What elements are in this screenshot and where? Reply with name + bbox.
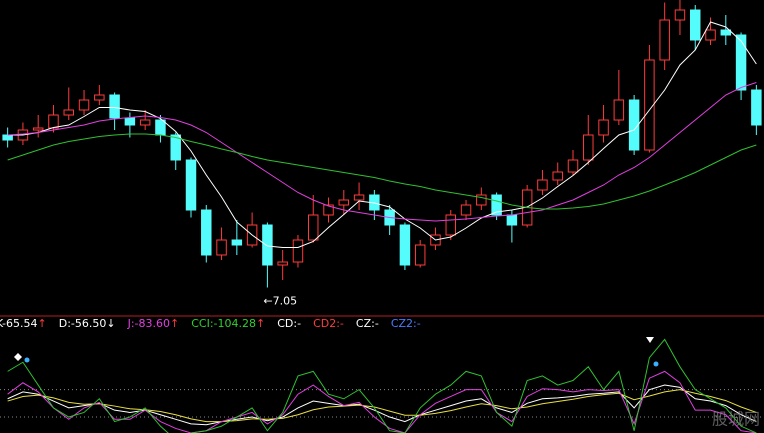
- legend-entry: CD:-: [277, 317, 301, 330]
- candle-body: [506, 214, 518, 226]
- signal-marker: [14, 353, 22, 361]
- candle-body: [445, 214, 456, 236]
- candle-body: [262, 224, 273, 266]
- candle-body: [216, 239, 227, 256]
- legend-entry: K-65.54: [0, 317, 38, 330]
- candle-body: [277, 261, 288, 266]
- low-annotation: ←7.05: [263, 295, 297, 308]
- legend-entry: CD2:-: [313, 317, 344, 330]
- candle-body: [78, 99, 90, 111]
- candle-body: [32, 127, 44, 131]
- candle-body: [338, 199, 350, 206]
- legend-entry: CZ2:-: [391, 317, 421, 330]
- candle-body: [491, 194, 502, 216]
- candle-body: [155, 119, 166, 136]
- indicator-legend: K-65.54↑ D:-56.50↓ J:-83.60↑ CCI:-104.28↑ CD…: [0, 317, 421, 330]
- candle-body: [353, 194, 365, 201]
- series-line: [7, 21, 757, 248]
- series-line: [7, 338, 757, 433]
- indicator-panel: [0, 338, 764, 433]
- candle-body: [109, 94, 120, 119]
- series-line: [7, 133, 757, 210]
- candle-body: [751, 89, 762, 126]
- candle-body: [598, 119, 609, 136]
- price-panel: ←7.05: [2, 0, 762, 308]
- legend-entry: CCI:-104.28: [191, 317, 256, 330]
- candle-body: [613, 99, 625, 121]
- candle-body: [476, 194, 487, 206]
- candle-body: [308, 214, 319, 241]
- candle-body: [583, 134, 594, 161]
- candle-body: [124, 117, 136, 126]
- legend-row: K-65.54↑ D:-56.50↓ J:-83.60↑ CCI:-104.28↑ CD…: [0, 317, 421, 330]
- series-line: [7, 82, 757, 222]
- candle-body: [552, 171, 563, 181]
- series-line: [7, 389, 757, 423]
- candle-body: [323, 204, 334, 216]
- candle-body: [170, 134, 181, 161]
- legend-entry: CZ:-: [356, 317, 379, 330]
- candle-body: [690, 9, 701, 41]
- signal-marker: [646, 337, 654, 343]
- signal-marker: [24, 357, 30, 363]
- candle-body: [63, 109, 74, 116]
- candle-body: [720, 29, 732, 36]
- candle-body: [705, 29, 716, 41]
- candle-body: [537, 179, 548, 191]
- candle-body: [292, 239, 304, 263]
- series-line: [7, 370, 757, 433]
- candle-body: [644, 59, 655, 151]
- candle-body: [185, 159, 197, 211]
- legend-entry: J:-83.60: [127, 317, 170, 330]
- candle-body: [231, 239, 243, 246]
- candle-body: [735, 34, 747, 91]
- candle-body: [628, 99, 640, 151]
- candle-body: [2, 134, 13, 141]
- candle-body: [399, 224, 411, 266]
- legend-entry: D:-56.50: [59, 317, 107, 330]
- candle-body: [48, 114, 59, 129]
- legend-entry: ↑: [256, 317, 265, 330]
- candle-body: [567, 159, 579, 173]
- candle-body: [201, 209, 212, 256]
- watermark: 股城网: [712, 410, 760, 429]
- legend-entry: ↓: [106, 317, 115, 330]
- signal-marker: [653, 361, 659, 367]
- legend-entry: ↑: [38, 317, 47, 330]
- candle-body: [460, 204, 472, 216]
- legend-entry: ↑: [170, 317, 179, 330]
- candle-body: [674, 9, 686, 21]
- series-line: [7, 384, 757, 426]
- candle-body: [94, 94, 105, 101]
- candle-body: [659, 19, 670, 61]
- candle-body: [414, 244, 426, 266]
- candle-body: [139, 119, 151, 126]
